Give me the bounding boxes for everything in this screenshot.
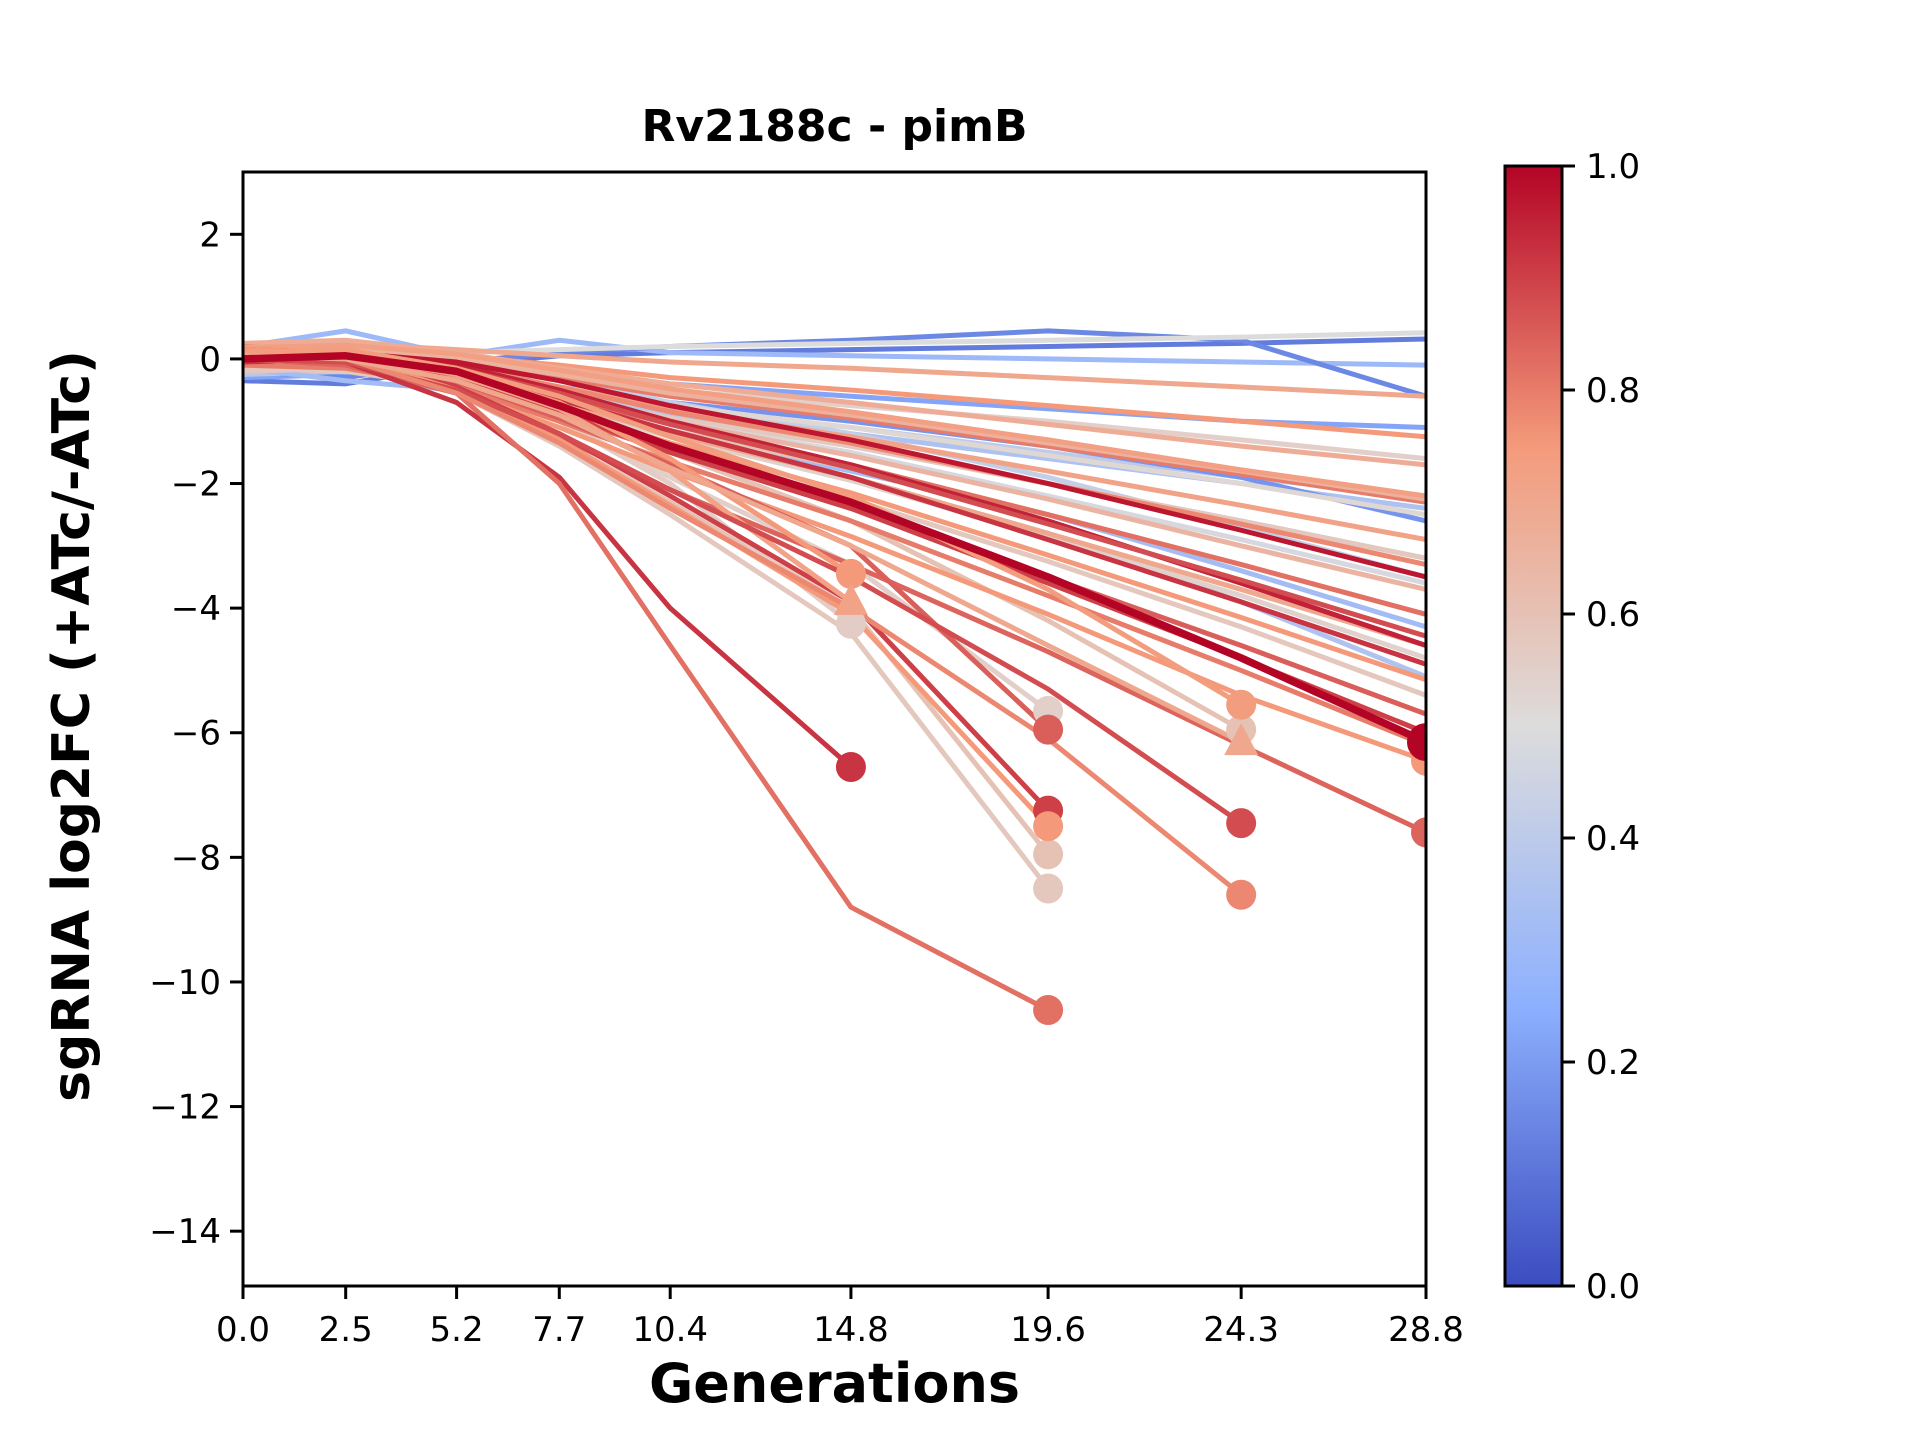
x-tick-label: 10.4 [632,1310,708,1350]
colorbar-tick-label: 0.8 [1586,371,1640,411]
dropout-circle-marker [1033,994,1064,1025]
dropout-circle-marker [1033,839,1064,870]
dropout-circle-marker [835,752,866,783]
dropout-circle-marker [1407,723,1426,762]
chart-title: Rv2188c - pimB [641,101,1028,152]
dropout-triangle-marker [833,582,868,615]
sgrna-trace [243,328,1426,368]
sgrna-trace [243,352,1426,746]
dropout-circle-marker [1033,811,1064,842]
x-tick-label: 7.7 [532,1310,586,1350]
colorbar-gradient [1503,164,1564,1288]
y-tick-label: −14 [149,1212,221,1252]
sgrna-trace [243,353,1244,745]
y-tick-label: −10 [149,963,221,1003]
x-tick-label: 5.2 [430,1310,484,1350]
dropout-circle-marker [1226,879,1257,910]
y-tick-label: −2 [171,465,221,505]
x-tick-label: 0.0 [216,1310,270,1350]
colorbar-tick-label: 0.0 [1586,1267,1640,1307]
colorbar-tick-label: 0.4 [1586,819,1640,859]
x-axis-label: Generations [648,1352,1021,1415]
y-axis-ticks: 2 0 −2 −4 −6 −8 −10 −12 −14 [149,215,243,1252]
dropout-circle-marker [835,608,866,639]
y-tick-label: −6 [171,714,221,754]
sgrna-trace [243,347,1244,708]
sgrna-trace [243,337,1426,468]
dropout-circle-marker [1033,714,1064,745]
dropout-circle-marker [835,558,866,589]
y-tick-label: 2 [199,215,221,255]
y-tick-label: −12 [149,1088,221,1128]
colorbar-tick-label: 0.2 [1586,1043,1640,1083]
y-tick-label: −4 [171,589,221,629]
x-tick-label: 24.3 [1203,1310,1279,1350]
plot-border [241,170,1428,1288]
dropout-circle-marker [1226,808,1257,839]
series-lines [243,328,1426,1013]
colorbar: 1.0 0.8 0.6 0.4 0.2 0.0 [1503,147,1640,1307]
x-axis-ticks: 0.0 2.5 5.2 7.7 10.4 14.8 19.6 24.3 28.8 [216,1286,1464,1350]
y-tick-label: −8 [171,838,221,878]
x-tick-label: 19.6 [1010,1310,1086,1350]
dropout-triangle-marker [1224,723,1259,756]
y-axis-label: sgRNA log2FC (+ATc/-ATc) [42,350,102,1102]
series-markers [833,558,1426,1025]
colorbar-tick-label: 1.0 [1586,147,1640,187]
x-tick-label: 2.5 [319,1310,373,1350]
dropout-circle-marker [1033,873,1064,904]
x-tick-label: 14.8 [813,1310,889,1350]
sgrna-trace [243,342,1426,499]
x-tick-label: 28.8 [1388,1310,1464,1350]
dropout-circle-marker [1226,689,1257,720]
dropout-circle-marker [1411,817,1426,848]
colorbar-tick-label: 0.6 [1586,595,1640,635]
y-tick-label: 0 [199,340,221,380]
